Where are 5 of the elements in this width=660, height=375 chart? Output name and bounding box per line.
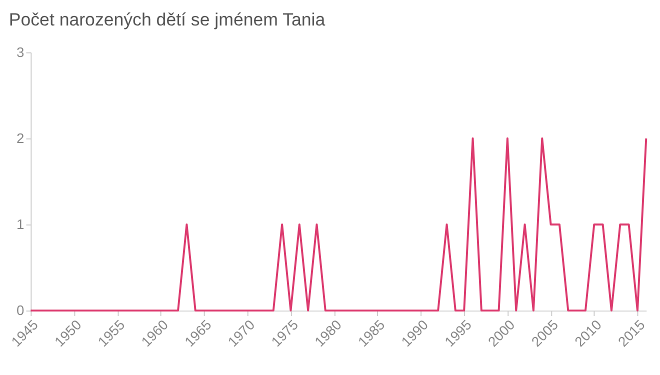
y-tick-label: 1	[16, 216, 25, 232]
chart-title: Počet narozených dětí se jménem Tania	[8, 10, 326, 30]
y-tick-label: 2	[16, 130, 24, 146]
y-tick-label: 0	[16, 302, 25, 318]
y-tick-label: 3	[16, 44, 25, 60]
